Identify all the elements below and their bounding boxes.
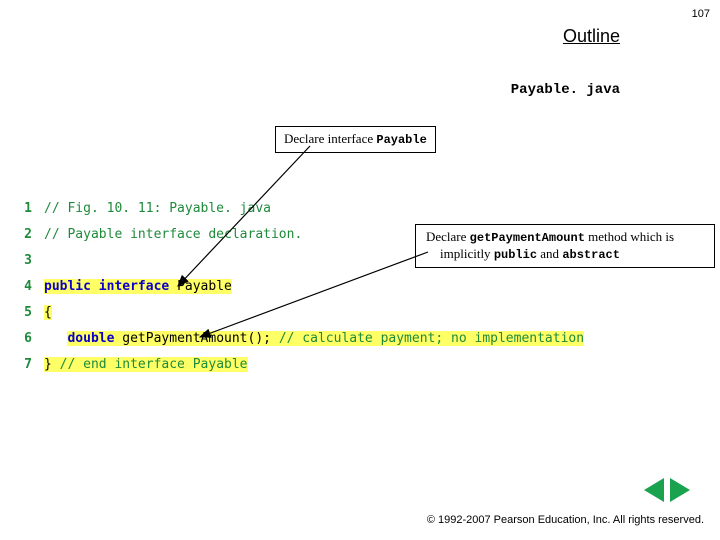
line-number: 3: [10, 253, 32, 268]
line-number: 4: [10, 279, 32, 294]
code-text: double getPaymentAmount(); // calculate …: [44, 331, 584, 346]
code-line: 2 // Payable interface declaration.: [10, 221, 710, 247]
copyright-text: © 1992-2007 Pearson Education, Inc. All …: [427, 514, 704, 526]
nav-prev-icon[interactable]: [644, 478, 664, 502]
code-line: 5{: [10, 299, 710, 325]
nav-arrows: [644, 478, 690, 502]
line-number: 6: [10, 331, 32, 346]
annotation-text: Declare interface: [284, 131, 376, 146]
annotation-declare-interface: Declare interface Payable: [275, 126, 436, 153]
line-number: 1: [10, 201, 32, 216]
code-line: 1 // Fig. 10. 11: Payable. java: [10, 195, 710, 221]
file-name: Payable. java: [511, 82, 620, 98]
page-number: 107: [692, 8, 710, 20]
code-text: public interface Payable: [44, 279, 232, 294]
page-title: Outline: [563, 26, 620, 47]
code-text: {: [44, 305, 52, 320]
code-text: // Fig. 10. 11: Payable. java: [44, 201, 271, 216]
line-number: 2: [10, 227, 32, 242]
code-block: 1 // Fig. 10. 11: Payable. java 2 // Payabl…: [10, 195, 710, 377]
code-text: // Payable interface declaration.: [44, 227, 302, 242]
nav-next-icon[interactable]: [670, 478, 690, 502]
line-number: 7: [10, 357, 32, 372]
code-line: 3: [10, 247, 710, 273]
annotation-code: Payable: [376, 133, 426, 147]
code-text: } // end interface Payable: [44, 357, 248, 372]
line-number: 5: [10, 305, 32, 320]
code-line: 4 public interface Payable: [10, 273, 710, 299]
code-line: 7 } // end interface Payable: [10, 351, 710, 377]
code-line: 6 double getPaymentAmount(); // calculat…: [10, 325, 710, 351]
